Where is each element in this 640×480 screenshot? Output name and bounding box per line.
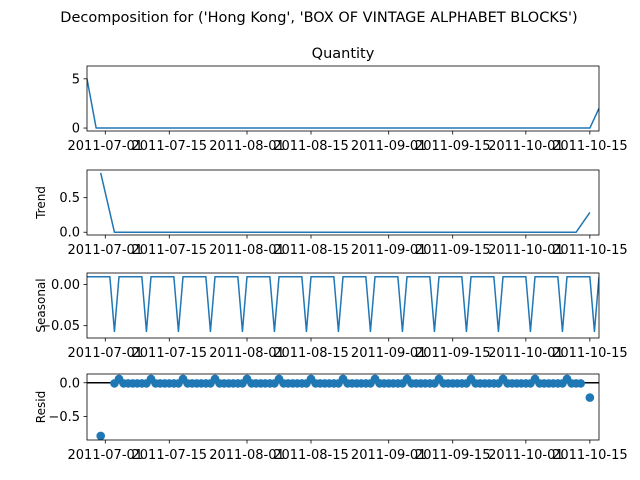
plot-area — [87, 275, 599, 333]
x-tick-label: 2011-09-01 — [351, 243, 427, 258]
axes-frame — [86, 272, 600, 339]
y-tick-label: 5 — [72, 72, 80, 87]
series-line — [87, 78, 599, 129]
y-axis-label: Trend — [34, 186, 48, 220]
x-tick-label: 2011-07-15 — [132, 139, 208, 154]
y-tick-label: −0.5 — [48, 410, 80, 425]
x-tick-label: 2011-09-15 — [415, 448, 491, 463]
x-tick-label: 2011-09-15 — [415, 139, 491, 154]
y-tick-label: 0.0 — [59, 226, 80, 241]
y-axis-label: Seasonal — [34, 278, 48, 332]
x-tick-label: 2011-08-15 — [273, 139, 349, 154]
x-tick-label: 2011-07-01 — [68, 448, 144, 463]
series-line — [99, 172, 591, 233]
x-tick-label: 2011-08-15 — [273, 346, 349, 361]
resid-point-2011-10-15 — [585, 393, 595, 402]
x-tick-label: 2011-08-01 — [209, 346, 285, 361]
x-tick-label: 2011-09-01 — [351, 346, 427, 361]
x-tick-label: 2011-08-15 — [273, 243, 349, 258]
figure-suptitle: Decomposition for ('Hong Kong', 'BOX OF … — [60, 10, 577, 26]
axes-frame — [86, 169, 600, 236]
x-tick-label: 2011-10-15 — [552, 243, 628, 258]
y-tick-label: 0.5 — [59, 191, 80, 206]
x-tick-label: 2011-10-01 — [488, 243, 564, 258]
y-tick-label: 0.00 — [51, 278, 80, 293]
y-tick-label: 0 — [72, 122, 80, 137]
axes-frame — [86, 65, 600, 132]
x-tick-label: 2011-10-15 — [552, 139, 628, 154]
x-tick-label: 2011-07-15 — [132, 346, 208, 361]
plot-area — [99, 172, 591, 233]
subplot-title: Quantity — [312, 46, 375, 62]
plot-area — [87, 78, 599, 129]
y-axis-label: Resid — [34, 391, 48, 423]
resid-point-2011-06-30 — [96, 431, 106, 440]
x-tick-label: 2011-07-01 — [68, 243, 144, 258]
x-tick-label: 2011-07-01 — [68, 346, 144, 361]
x-tick-label: 2011-08-01 — [209, 139, 285, 154]
x-tick-label: 2011-10-01 — [488, 139, 564, 154]
seasonal-line — [87, 275, 599, 333]
x-tick-label: 2011-10-15 — [552, 346, 628, 361]
x-tick-label: 2011-08-01 — [209, 243, 285, 258]
y-tick-label: −0.05 — [40, 319, 80, 334]
x-tick-label: 2011-08-15 — [273, 448, 349, 463]
plot-area — [87, 374, 599, 440]
x-tick-label: 2011-09-15 — [415, 346, 491, 361]
resid-point-2011-10-13 — [576, 379, 586, 388]
x-tick-label: 2011-07-15 — [132, 448, 208, 463]
x-tick-label: 2011-09-01 — [351, 448, 427, 463]
x-tick-label: 2011-07-15 — [132, 243, 208, 258]
x-tick-label: 2011-09-15 — [415, 243, 491, 258]
x-tick-label: 2011-10-01 — [488, 346, 564, 361]
x-tick-label: 2011-09-01 — [351, 139, 427, 154]
x-tick-label: 2011-08-01 — [209, 448, 285, 463]
x-tick-label: 2011-10-15 — [552, 448, 628, 463]
axes-frame — [86, 373, 600, 441]
y-tick-label: 0.0 — [59, 376, 80, 391]
x-tick-label: 2011-10-01 — [488, 448, 564, 463]
x-tick-label: 2011-07-01 — [68, 139, 144, 154]
